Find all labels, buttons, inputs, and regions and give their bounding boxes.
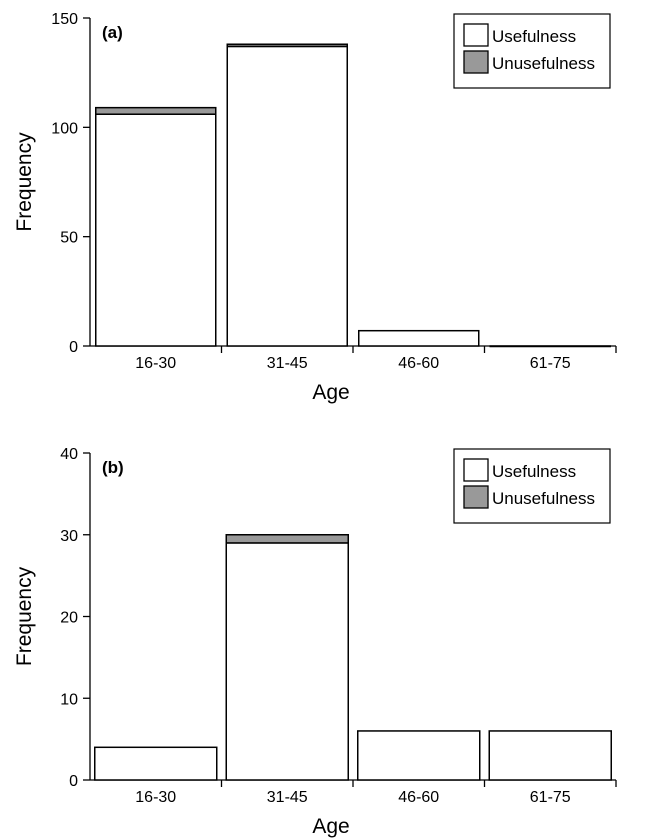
legend-swatch	[463, 485, 489, 509]
bar-usefulness-61-75	[489, 345, 611, 348]
x-axis-label: Age	[312, 381, 349, 404]
bar-unusefulness-31-45	[225, 534, 349, 544]
y-tick-label: 100	[51, 120, 78, 137]
x-tick-label: 16-30	[135, 355, 176, 372]
y-tick-label: 0	[69, 773, 78, 790]
x-axis-label: Age	[312, 815, 349, 838]
bar-usefulness-61-75	[488, 730, 612, 781]
x-tick-label: 61-75	[530, 355, 571, 372]
y-tick-label: 20	[60, 610, 78, 627]
y-tick-label: 150	[51, 11, 78, 28]
bar-unusefulness-31-45	[226, 43, 348, 48]
bar-usefulness-46-60	[357, 730, 481, 781]
x-tick-label: 61-75	[530, 789, 571, 806]
legend-label: Usefulness	[492, 27, 576, 46]
x-tick-label: 46-60	[398, 789, 439, 806]
legend-label: Unusefulness	[492, 54, 595, 73]
legend-label: Usefulness	[492, 462, 576, 481]
x-tick-label: 46-60	[398, 355, 439, 372]
x-tick-label: 31-45	[267, 355, 308, 372]
y-tick-label: 30	[60, 528, 78, 545]
legend-label: Unusefulness	[492, 489, 595, 508]
panel-label: (b)	[102, 458, 124, 477]
bar-usefulness-16-30	[94, 746, 218, 781]
bar-usefulness-46-60	[358, 329, 480, 347]
y-axis-label: Frequency	[13, 132, 36, 232]
x-tick-label: 16-30	[135, 789, 176, 806]
chart-panel-b: 0 10 20 30 40 16-30 31-45 46-60 61-75 Age Frequenc…	[13, 446, 617, 838]
y-tick-label: 40	[60, 446, 78, 463]
bar-usefulness-16-30	[95, 113, 217, 347]
panel-label: (a)	[102, 23, 123, 42]
legend-swatch	[463, 458, 489, 482]
y-tick-label: 50	[60, 230, 78, 247]
y-tick-label: 0	[69, 339, 78, 356]
legend-swatch	[463, 50, 489, 74]
bar-usefulness-31-45	[225, 542, 349, 781]
y-axis-label: Frequency	[13, 566, 36, 666]
legend-swatch	[463, 23, 489, 47]
y-tick-label: 10	[60, 691, 78, 708]
chart-panel-a: 0 50 100 150 16-30 31-45 46-60 61-75 Age Frequenc…	[13, 11, 617, 404]
bar-usefulness-31-45	[226, 45, 348, 347]
bar-unusefulness-16-30	[95, 106, 217, 115]
x-tick-label: 31-45	[267, 789, 308, 806]
